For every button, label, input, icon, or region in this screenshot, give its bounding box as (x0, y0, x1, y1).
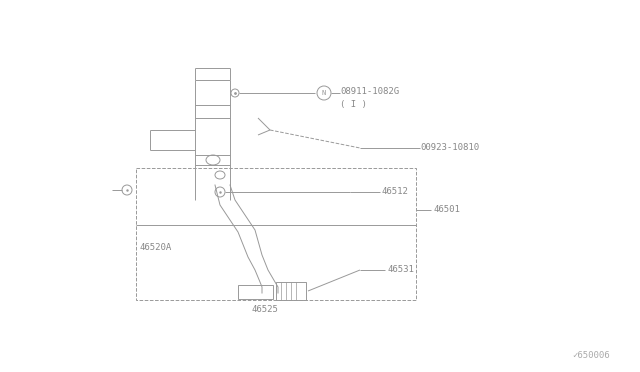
Text: 46520A: 46520A (140, 244, 172, 253)
Text: 00923-10810: 00923-10810 (420, 144, 479, 153)
Bar (238, 285, 273, 299)
Bar (136, 168, 416, 300)
Text: 08911-1082G: 08911-1082G (340, 87, 399, 96)
Text: 46525: 46525 (252, 305, 278, 314)
Text: 46501: 46501 (433, 205, 460, 215)
Text: 46531: 46531 (387, 266, 414, 275)
Text: ( I ): ( I ) (340, 100, 367, 109)
Bar (276, 282, 306, 300)
Text: ✓650006: ✓650006 (572, 351, 610, 360)
Text: N: N (322, 90, 326, 96)
Text: 46512: 46512 (382, 187, 409, 196)
